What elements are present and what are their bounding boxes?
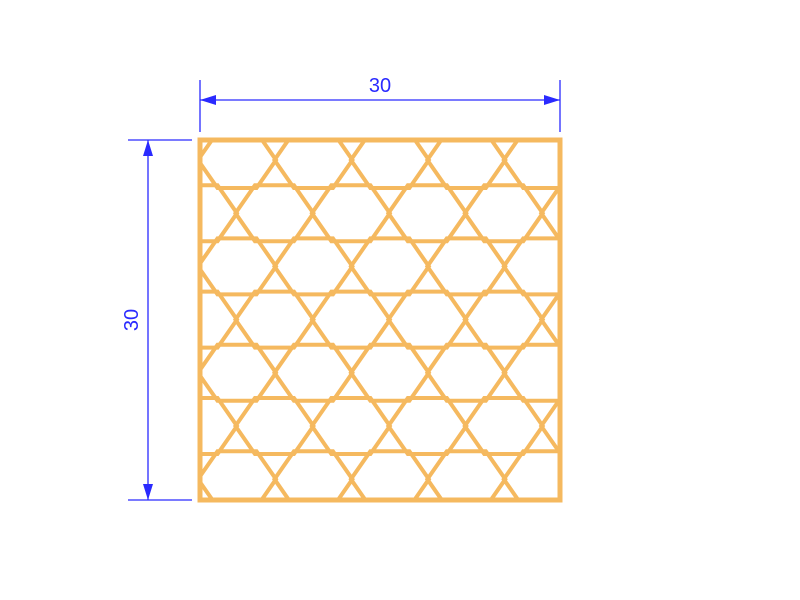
honeycomb-cell bbox=[351, 238, 429, 294]
honeycomb-cell bbox=[312, 504, 390, 560]
honeycomb-cell bbox=[159, 504, 237, 560]
dimension-label-width: 30 bbox=[369, 75, 391, 97]
honeycomb-cell bbox=[235, 292, 313, 348]
honeycomb-cell bbox=[312, 292, 390, 348]
honeycomb-cell bbox=[465, 185, 543, 241]
honeycomb-cell bbox=[235, 79, 313, 135]
honeycomb-cell bbox=[159, 79, 237, 135]
honeycomb-cell bbox=[122, 451, 200, 507]
honeycomb-cell bbox=[657, 238, 735, 294]
honeycomb-cell bbox=[580, 132, 658, 188]
honeycomb-cell bbox=[657, 451, 735, 507]
honeycomb-cell bbox=[274, 345, 352, 401]
honeycomb-cell bbox=[580, 451, 658, 507]
honeycomb-cell bbox=[388, 79, 466, 135]
honeycomb-cell bbox=[122, 345, 200, 401]
profile-outline bbox=[200, 140, 560, 500]
honeycomb-cell bbox=[388, 398, 466, 454]
honeycomb-cell bbox=[504, 345, 582, 401]
honeycomb-cell bbox=[465, 292, 543, 348]
honeycomb-cell bbox=[122, 238, 200, 294]
honeycomb-cell bbox=[427, 238, 505, 294]
honeycomb-cell bbox=[235, 398, 313, 454]
honeycomb-cell bbox=[235, 185, 313, 241]
honeycomb-cell bbox=[618, 504, 696, 560]
honeycomb-cell bbox=[312, 185, 390, 241]
honeycomb-cell bbox=[541, 185, 619, 241]
honeycomb-cell bbox=[274, 238, 352, 294]
honeycomb-cell bbox=[541, 398, 619, 454]
dimension-arrowhead bbox=[143, 140, 153, 156]
honeycomb-cell bbox=[388, 292, 466, 348]
honeycomb-cell bbox=[198, 345, 276, 401]
honeycomb-cell bbox=[618, 292, 696, 348]
honeycomb-cell bbox=[618, 79, 696, 135]
dimension-label-height: 30 bbox=[121, 309, 143, 331]
dimension-arrowhead bbox=[544, 95, 560, 105]
dimension-arrowhead bbox=[200, 95, 216, 105]
honeycomb-cell bbox=[83, 504, 161, 560]
honeycomb-cell bbox=[83, 398, 161, 454]
honeycomb-cell bbox=[83, 185, 161, 241]
honeycomb-cell bbox=[541, 79, 619, 135]
honeycomb-cell bbox=[541, 504, 619, 560]
honeycomb-cell bbox=[580, 238, 658, 294]
dimension-arrowhead bbox=[143, 484, 153, 500]
honeycomb-cell bbox=[580, 345, 658, 401]
honeycomb-cell bbox=[388, 185, 466, 241]
honeycomb-cell bbox=[312, 398, 390, 454]
honeycomb-cell bbox=[465, 398, 543, 454]
honeycomb-cell bbox=[618, 185, 696, 241]
honeycomb-cell bbox=[235, 504, 313, 560]
honeycomb-cell bbox=[465, 79, 543, 135]
honeycomb-cell bbox=[198, 238, 276, 294]
honeycomb-cell bbox=[657, 345, 735, 401]
honeycomb-pattern bbox=[83, 79, 735, 561]
honeycomb-cell bbox=[504, 238, 582, 294]
honeycomb-cell bbox=[618, 398, 696, 454]
honeycomb-cell bbox=[351, 345, 429, 401]
honeycomb-cell bbox=[83, 79, 161, 135]
honeycomb-cell bbox=[465, 504, 543, 560]
honeycomb-cell bbox=[427, 345, 505, 401]
honeycomb-cell bbox=[388, 504, 466, 560]
honeycomb-cell bbox=[541, 292, 619, 348]
honeycomb-cell bbox=[657, 132, 735, 188]
